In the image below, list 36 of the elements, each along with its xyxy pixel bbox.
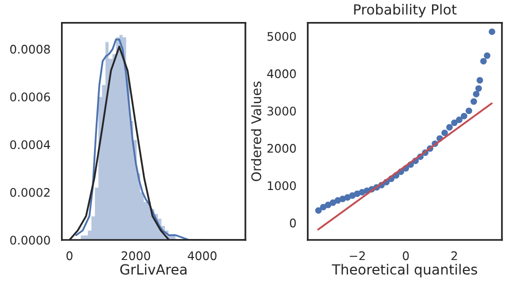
- chart-title: Probability Plot: [354, 4, 457, 18]
- y-tick-label: 0.0006: [10, 92, 50, 102]
- y-tick-label: 0.0002: [10, 188, 50, 197]
- y-tick-label: 3000: [267, 106, 296, 116]
- point: [466, 108, 472, 114]
- x-tick-label: 2: [451, 251, 457, 260]
- y-tick-label: 1000: [268, 181, 296, 190]
- x-axis-title: GrLivArea: [120, 264, 186, 275]
- y-tick-label: 0.0008: [10, 44, 50, 54]
- y-tick-label: 0: [290, 218, 296, 228]
- y-tick-label: 4000: [267, 69, 296, 78]
- point: [484, 52, 490, 59]
- y-tick-label: 5000: [268, 32, 296, 41]
- y-tick-label: 0.0000: [10, 236, 50, 245]
- point: [476, 77, 484, 84]
- x-axis-title: Theoretical quantiles: [332, 264, 478, 278]
- point: [441, 130, 448, 136]
- y-tick-label: 2000: [267, 144, 296, 153]
- point: [472, 90, 480, 98]
- point: [315, 207, 322, 214]
- x-tick-label: 0: [402, 251, 409, 260]
- point: [446, 124, 453, 131]
- point: [456, 116, 462, 124]
- point: [488, 28, 496, 36]
- point: [451, 120, 458, 126]
- y-tick-label: 0.0004: [10, 140, 50, 150]
- point: [475, 85, 482, 92]
- point: [320, 204, 327, 210]
- point: [470, 98, 478, 105]
- x-tick-label: 0: [66, 251, 72, 260]
- x-tick-label: −2: [350, 251, 365, 260]
- point: [480, 58, 487, 64]
- x-tick-label: 4000: [188, 251, 216, 260]
- y-axis-title: Ordered Values: [251, 82, 262, 182]
- x-tick-label: 2000: [122, 251, 150, 260]
- point: [460, 112, 468, 120]
